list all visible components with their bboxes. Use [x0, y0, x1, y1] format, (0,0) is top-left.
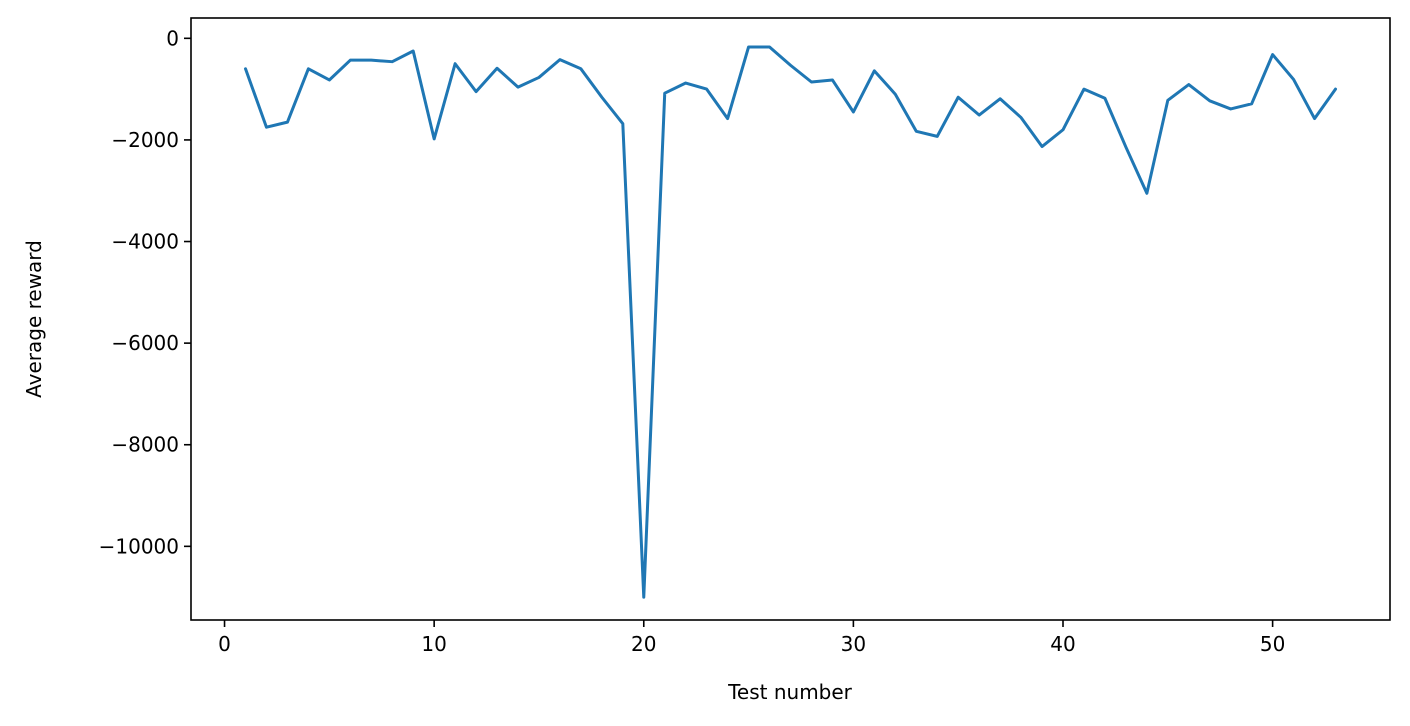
- y-tick-label: −8000: [111, 433, 179, 457]
- y-tick-label: −2000: [111, 128, 179, 152]
- x-tick-label: 40: [1050, 632, 1075, 656]
- plot-frame: [190, 17, 1391, 621]
- x-tick-label: 0: [218, 632, 231, 656]
- y-tick-label: −4000: [111, 230, 179, 254]
- y-tick-label: 0: [166, 26, 179, 50]
- x-tick-label: 10: [421, 632, 446, 656]
- series-layer: [244, 45, 1337, 599]
- y-tick-label: −6000: [111, 331, 179, 355]
- y-tick-label: −10000: [99, 534, 179, 558]
- series-line: [244, 45, 1337, 599]
- x-axis-label: Test number: [727, 680, 853, 704]
- y-axis-label: Average reward: [22, 240, 46, 398]
- x-tick-label: 30: [841, 632, 866, 656]
- x-tick-label: 50: [1260, 632, 1285, 656]
- axis-ticks: 0 10 20 30 40 50 0 −2000 −4000 −6000 −8000 −10000: [99, 26, 1286, 656]
- x-tick-label: 20: [631, 632, 656, 656]
